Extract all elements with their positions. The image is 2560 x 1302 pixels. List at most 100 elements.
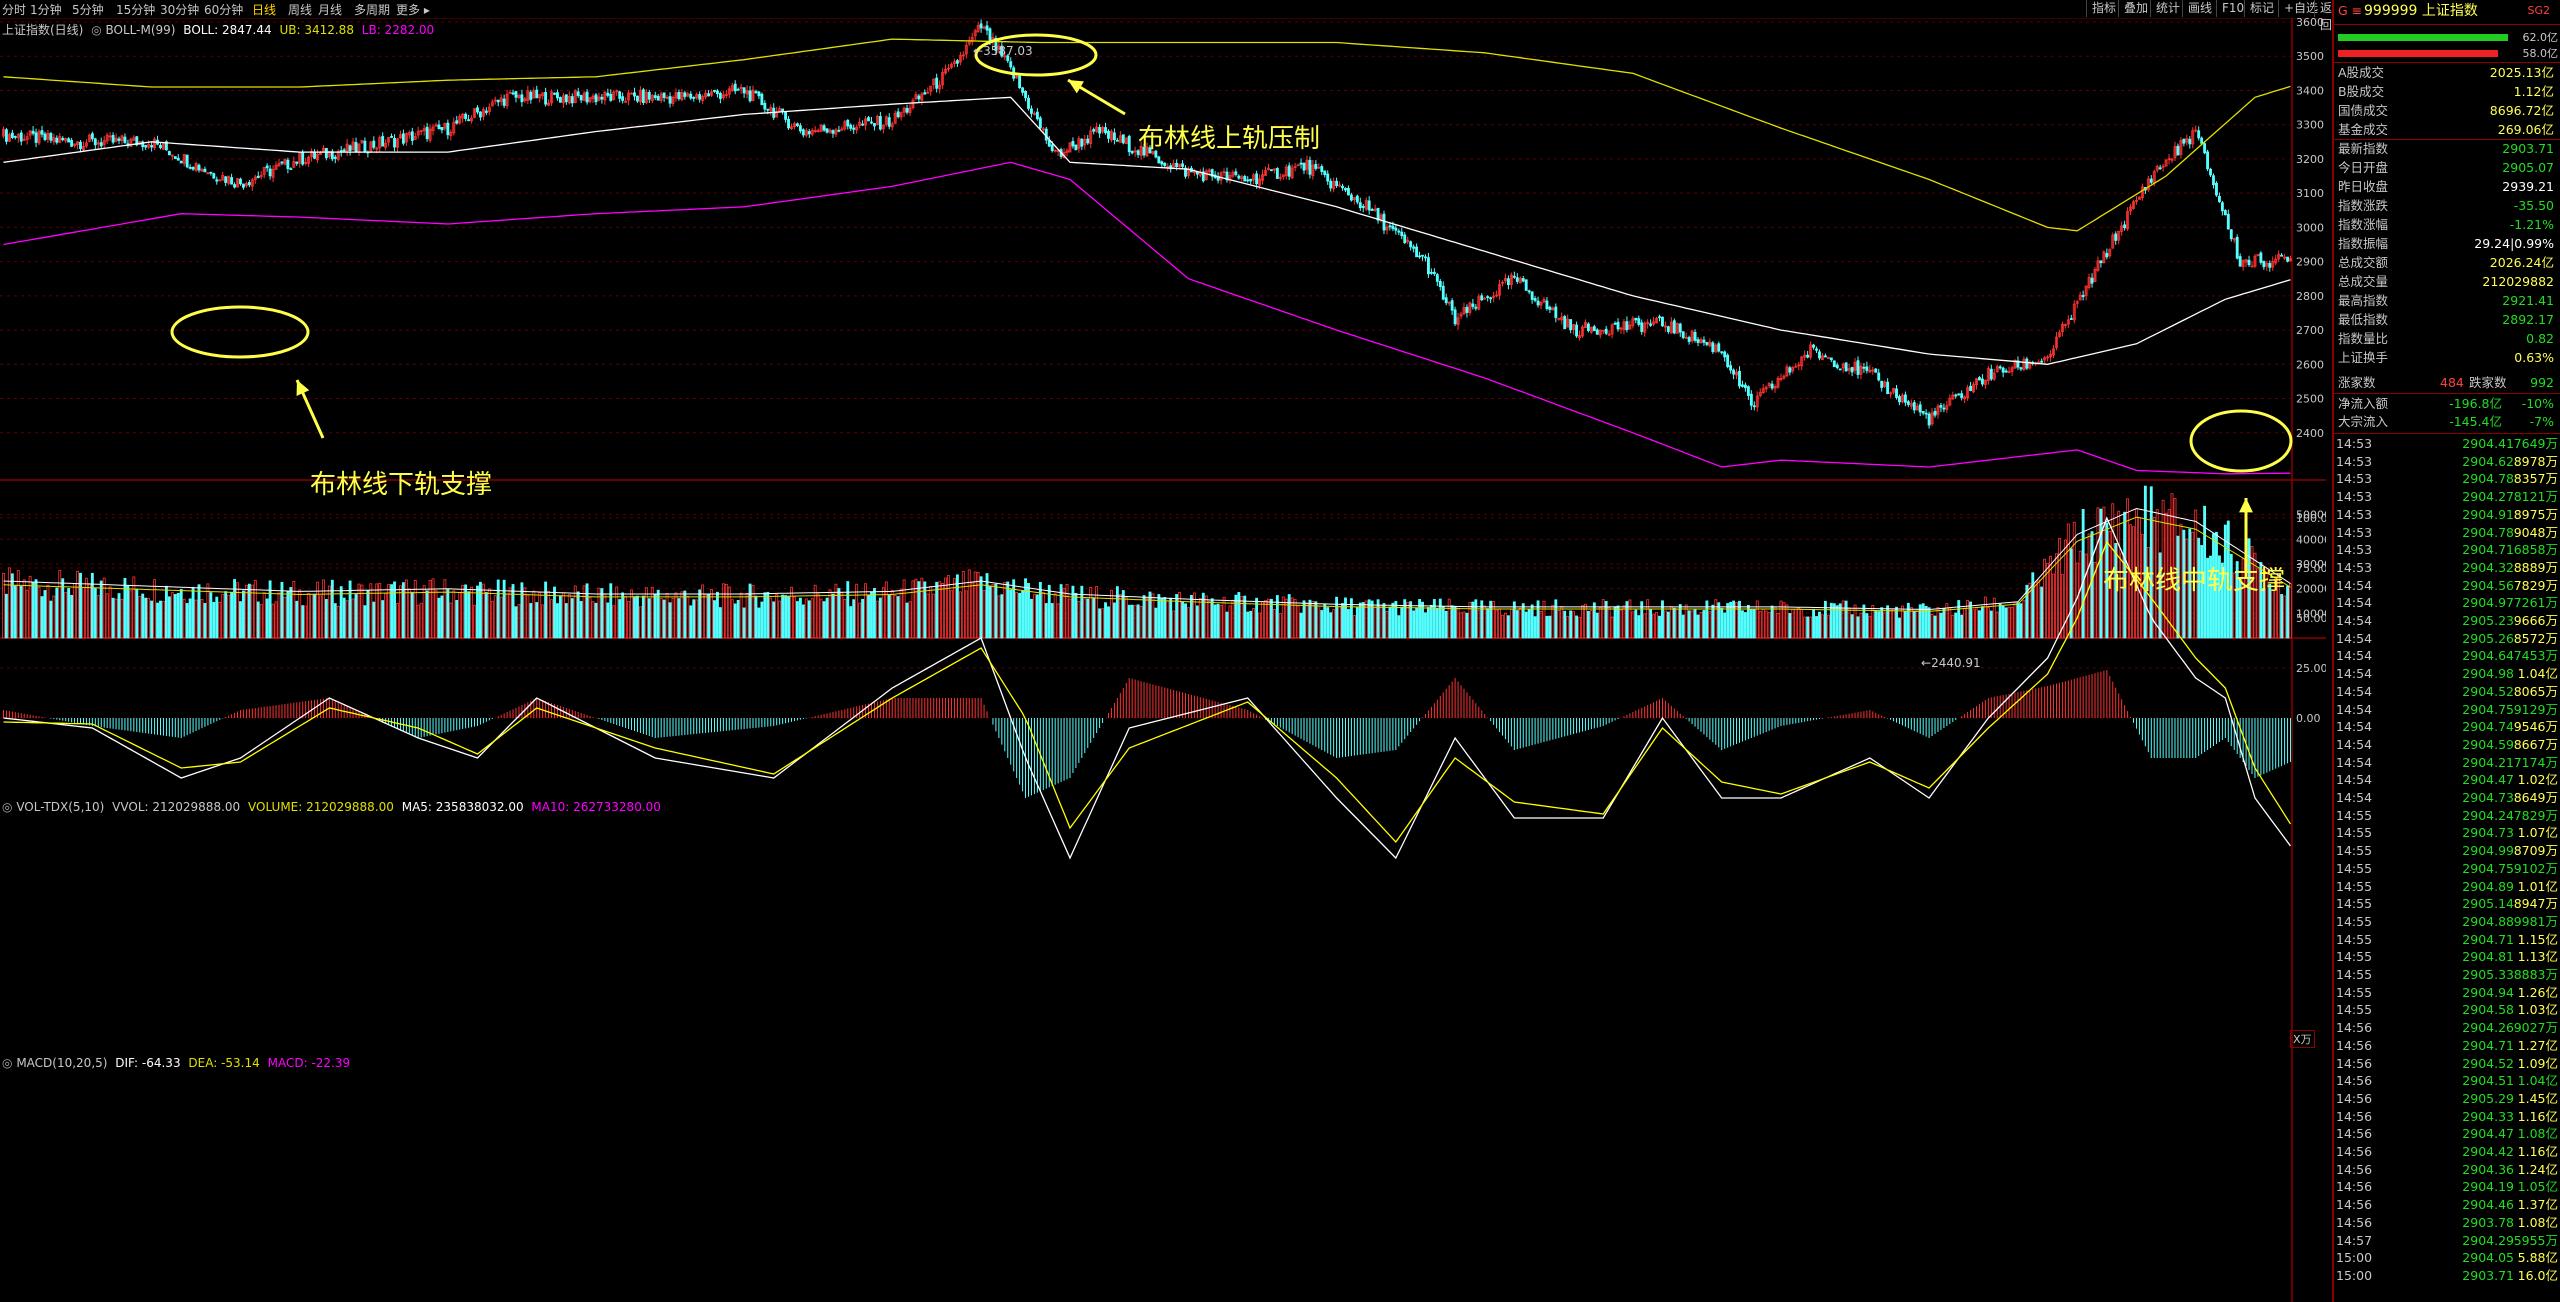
volume-bar: [2152, 516, 2156, 639]
volume-bar: [2108, 531, 2112, 639]
volume-bar: [576, 591, 580, 639]
candle-body: [710, 91, 713, 96]
index-code[interactable]: 999999 上证指数: [2364, 3, 2478, 19]
volume-bar: [1086, 598, 1090, 639]
tick-volume: 8065万: [2513, 683, 2558, 699]
volume-bar: [600, 588, 604, 639]
candle-body: [61, 137, 65, 141]
tick-row: 14:54 2904.59 8667万: [2334, 736, 2560, 754]
candle-body: [2188, 138, 2192, 145]
candle-body: [686, 93, 690, 97]
stat-label: 今日开盘: [2338, 160, 2389, 175]
tick-price: 2904.05: [2462, 1250, 2514, 1266]
stat-row: 最低指数 2892.17: [2334, 311, 2560, 329]
volume-bar: [93, 587, 97, 639]
volume-bar: [890, 589, 894, 639]
toolbar-tab-6[interactable]: +自选: [2278, 0, 2323, 17]
indicator-name[interactable]: BOLL-M(99): [105, 23, 176, 37]
candle-body: [1468, 302, 1472, 313]
candle-body: [1853, 361, 1857, 371]
tick-time: 14:54: [2336, 666, 2373, 682]
vol-name[interactable]: VOL-TDX(5,10): [16, 800, 105, 814]
volume-bar: [2215, 531, 2218, 639]
volume-bar: [1883, 612, 1887, 639]
macd-name[interactable]: MACD(10,20,5): [16, 1056, 108, 1070]
period-tab-1[interactable]: 1分钟: [30, 3, 62, 17]
candle-body: [994, 37, 998, 51]
volume-tick-label: 10000: [2296, 607, 2326, 620]
tick-volume: 1.45亿: [2517, 1090, 2558, 1106]
stat-row: 最新指数 2903.71: [2334, 140, 2560, 158]
toolbar-tab-4[interactable]: F10: [2216, 0, 2249, 17]
volume-bar: [25, 589, 29, 639]
period-tab-0[interactable]: 分时: [2, 3, 27, 17]
volume-bar: [828, 589, 832, 639]
tick-row: 14:55 2904.75 9102万: [2334, 860, 2560, 878]
period-tab-3[interactable]: 15分钟: [116, 3, 156, 17]
tick-volume: 8978万: [2513, 453, 2558, 469]
period-tab-8[interactable]: 月线: [318, 3, 343, 17]
period-tab-9[interactable]: 多周期: [354, 3, 391, 17]
candle-body: [2229, 229, 2233, 240]
candle-body: [2043, 357, 2047, 361]
volume-bar: [1619, 609, 1623, 639]
period-tab-10[interactable]: 更多 ▸: [396, 3, 430, 17]
volume-bar: [1545, 615, 1549, 639]
toolbar-tab-7[interactable]: 返回: [2314, 0, 2337, 32]
volume-bar: [612, 605, 616, 639]
candle-body: [90, 133, 94, 140]
candle-body: [825, 128, 829, 133]
price-tick-label: 2800: [2296, 290, 2324, 303]
boll-lower-line: [3, 161, 2291, 475]
candle-body: [1438, 280, 1442, 288]
volume-bar: [547, 590, 551, 639]
vol-toggle-icon[interactable]: ◎: [2, 800, 13, 814]
tick-row: 14:57 2904.29 5955万: [2334, 1232, 2560, 1250]
indicator-toggle-icon[interactable]: ◎: [91, 23, 102, 37]
candle-body: [1918, 404, 1922, 413]
candle-body: [819, 124, 823, 132]
candle-body: [1394, 227, 1398, 231]
candle-body: [547, 102, 551, 106]
candle-body: [1536, 300, 1540, 306]
candle-body: [976, 25, 980, 32]
macd-tick-label: 0.00: [2296, 712, 2321, 725]
period-tab-6[interactable]: 日线: [252, 3, 277, 17]
volume-bar: [505, 593, 509, 639]
volume-bar: [852, 599, 856, 639]
candle-body: [1083, 139, 1087, 146]
volume-bar: [1589, 610, 1593, 639]
candle-body: [1207, 169, 1211, 173]
candle-body: [1575, 324, 1578, 337]
toolbar-tab-1[interactable]: 叠加: [2118, 0, 2153, 17]
volume-bar: [982, 590, 986, 639]
volume-bar: [1927, 607, 1931, 639]
volume-bar: [1966, 600, 1970, 639]
candle-body: [1032, 113, 1036, 115]
volume-bar: [1794, 608, 1798, 639]
candle-body: [144, 145, 148, 148]
candle-body: [1720, 351, 1724, 354]
candle-body: [1139, 145, 1143, 156]
period-tab-5[interactable]: 60分钟: [204, 3, 244, 17]
volume-bar: [905, 602, 909, 639]
toolbar-tab-3[interactable]: 画线: [2182, 0, 2217, 17]
tick-time: 14:56: [2336, 1037, 2373, 1053]
candle-body: [1758, 392, 1762, 396]
period-tab-4[interactable]: 30分钟: [160, 3, 200, 17]
macd-toggle-icon[interactable]: ◎: [2, 1056, 13, 1070]
toolbar-tab-0[interactable]: 指标: [2086, 0, 2121, 17]
candle-body: [585, 91, 589, 103]
period-tab-2[interactable]: 5分钟: [72, 3, 104, 17]
macd-tick-label: 25.00: [2296, 662, 2326, 675]
volume-bar: [173, 594, 177, 639]
toolbar-tab-2[interactable]: 统计: [2150, 0, 2185, 17]
period-tab-7[interactable]: 周线: [288, 3, 313, 17]
tick-row: 14:56 2904.47 1.08亿: [2334, 1125, 2560, 1143]
candle-body: [1818, 351, 1821, 359]
candle-body: [2123, 224, 2127, 229]
candle-body: [1432, 271, 1436, 274]
candle-body: [310, 150, 314, 158]
candle-body: [324, 147, 328, 159]
toolbar-tab-5[interactable]: 标记: [2244, 0, 2279, 17]
